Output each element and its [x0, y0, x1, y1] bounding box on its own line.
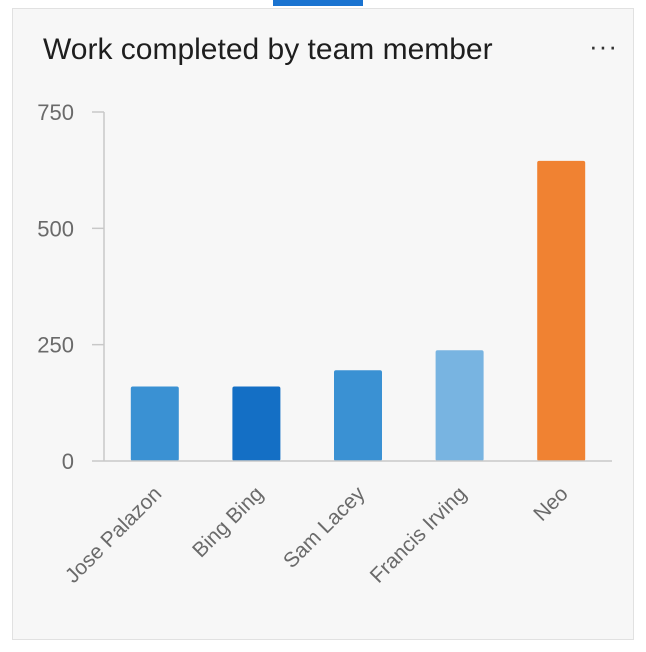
more-options-icon[interactable]: ··· [589, 31, 618, 61]
bar-bing-bing[interactable] [232, 386, 281, 461]
x-tick-label: Sam Lacey [279, 482, 370, 573]
y-tick-label: 0 [62, 449, 74, 474]
y-axis: 0 250 500 750 [37, 100, 105, 474]
chart-card: Work completed by team member ··· [12, 8, 634, 640]
bar-neo[interactable] [537, 160, 586, 462]
x-tick-label: Francis Irving [366, 482, 471, 587]
bars [130, 160, 586, 462]
y-tick-label: 250 [37, 333, 74, 358]
active-tab-indicator [273, 0, 363, 6]
x-tick-label: Neo [529, 482, 573, 526]
y-tick-label: 500 [37, 216, 74, 241]
bar-jose-palazon[interactable] [130, 386, 179, 461]
x-tick-label: Jose Palazon [61, 482, 166, 587]
bar-sam-lacey[interactable] [334, 370, 382, 461]
y-tick-label: 750 [37, 100, 74, 125]
card-title: Work completed by team member [43, 33, 493, 66]
x-tick-label: Bing Bing [188, 482, 268, 562]
bar-francis-irving[interactable] [435, 350, 484, 461]
